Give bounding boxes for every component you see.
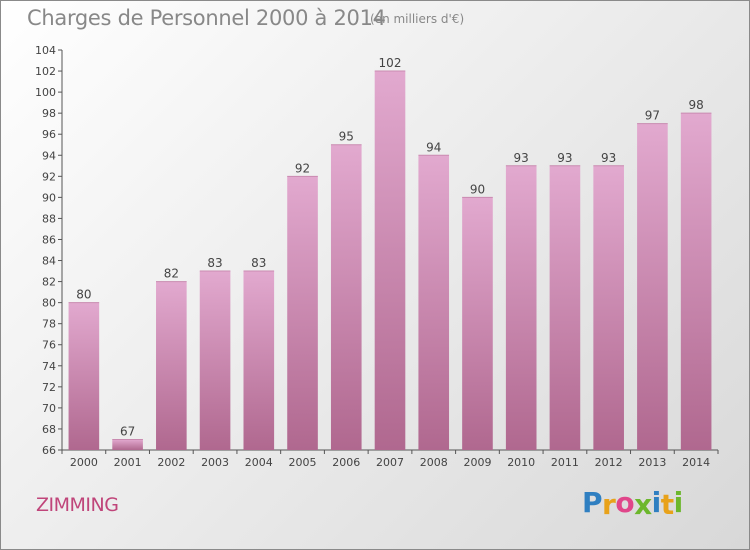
y-tick-label: 80 — [42, 297, 56, 310]
x-axis: 2000 2001 2002 2003 2004 2005 2006 2007 2008 2009… — [61, 449, 719, 469]
y-tick-label: 76 — [42, 339, 56, 352]
chart-title: Charges de Personnel 2000 à 2014 — [27, 6, 386, 30]
proxiti-logo: Proxiti — [582, 486, 684, 521]
x-tick-label-2011: 2011 — [551, 456, 579, 469]
x-tick-label-2007: 2007 — [376, 456, 404, 469]
x-tick-label-2002: 2002 — [157, 456, 185, 469]
x-tick-label-2003: 2003 — [201, 456, 229, 469]
data-label-2012: 93 — [601, 151, 616, 165]
data-label-2013: 97 — [645, 109, 660, 123]
data-label-2009: 90 — [470, 182, 485, 196]
y-tick-label: 74 — [42, 360, 56, 373]
bar-2012 — [593, 165, 624, 450]
x-tick-label-2005: 2005 — [289, 456, 317, 469]
y-tick-label: 86 — [42, 233, 56, 246]
y-tick-label: 72 — [42, 381, 56, 394]
y-axis: 66 68 70 72 74 76 78 80 82 84 86 88 90 92 94 96 98 100 102… — [35, 44, 63, 457]
bar-2001 — [112, 439, 143, 450]
y-tick-label: 88 — [42, 212, 56, 225]
y-tick-label: 98 — [42, 107, 56, 120]
y-tick-label: 78 — [42, 318, 56, 331]
bar-2006 — [330, 144, 362, 450]
data-label-2003: 83 — [207, 256, 222, 270]
bar-2004 — [243, 271, 275, 450]
logo-letter: t — [660, 488, 674, 521]
bar-2008 — [418, 155, 450, 450]
y-tick-label: 102 — [35, 65, 56, 78]
bar-2009 — [462, 197, 493, 450]
bar-2002 — [156, 281, 187, 450]
x-tick-label-2014: 2014 — [682, 456, 710, 469]
x-tick-label-2000: 2000 — [70, 456, 98, 469]
data-label-2014: 98 — [688, 98, 703, 112]
y-tick-label: 70 — [42, 402, 56, 415]
x-tick-label-2006: 2006 — [332, 456, 360, 469]
data-label-2010: 93 — [514, 151, 529, 165]
y-tick-label: 96 — [42, 128, 56, 141]
bar-2010 — [505, 165, 537, 450]
x-tick-label-2008: 2008 — [420, 456, 448, 469]
bar-2011 — [549, 165, 581, 450]
x-tick-label-2013: 2013 — [638, 456, 666, 469]
logo-letter: o — [615, 486, 635, 519]
data-label-2004: 83 — [251, 256, 266, 270]
bar-2005 — [287, 176, 318, 450]
x-tick-label-2010: 2010 — [507, 456, 535, 469]
y-tick-label: 82 — [42, 276, 56, 289]
logo-letter: x — [634, 488, 652, 521]
y-tick-label: 66 — [42, 444, 56, 457]
x-tick-label-2009: 2009 — [463, 456, 491, 469]
y-tick-label: 100 — [35, 86, 56, 99]
bar-2000 — [68, 302, 100, 450]
city-name: ZIMMING — [36, 494, 119, 516]
chart-unit: (en milliers d'€) — [370, 12, 465, 26]
data-label-2006: 95 — [339, 130, 354, 144]
logo-letter: r — [602, 488, 616, 521]
y-tick-label: 90 — [42, 191, 56, 204]
bars — [68, 70, 712, 451]
logo-letter: P — [582, 486, 603, 519]
bar-2014 — [680, 113, 712, 450]
data-label-2002: 82 — [164, 267, 179, 281]
bar-2003 — [199, 271, 231, 450]
bar-2013 — [637, 123, 668, 451]
logo-letter: i — [673, 486, 684, 519]
data-label-2011: 93 — [557, 151, 572, 165]
y-tick-label: 92 — [42, 170, 56, 183]
y-tick-label: 104 — [35, 44, 56, 57]
data-label-2000: 80 — [76, 288, 91, 302]
x-tick-label-2012: 2012 — [595, 456, 623, 469]
data-labels: 80 67 82 83 83 92 95 102 94 90 93 93 93 97 98 — [76, 56, 704, 438]
x-tick-label-2004: 2004 — [245, 456, 273, 469]
data-label-2001: 67 — [120, 424, 135, 438]
data-label-2005: 92 — [295, 161, 310, 175]
y-tick-label: 94 — [42, 149, 56, 162]
logo-letter: i — [651, 486, 662, 519]
y-tick-label: 84 — [42, 255, 56, 268]
data-label-2007: 102 — [379, 56, 402, 70]
data-label-2008: 94 — [426, 140, 441, 154]
y-tick-label: 68 — [42, 423, 56, 436]
x-tick-label-2001: 2001 — [114, 456, 142, 469]
bar-2007 — [374, 71, 406, 450]
